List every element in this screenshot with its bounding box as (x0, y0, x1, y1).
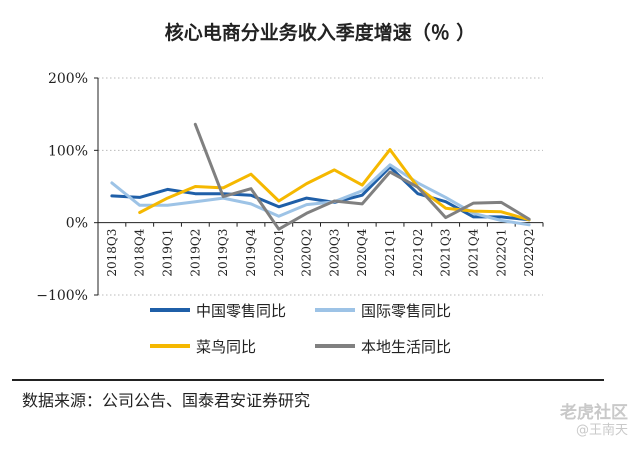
legend-item-international-retail: 国际零售同比 (315, 300, 480, 321)
watermark-brand: 老虎社区 (560, 403, 628, 423)
series-line-1 (110, 163, 531, 227)
legend-swatch (315, 344, 355, 348)
legend-swatch (150, 308, 190, 312)
series-line-3 (193, 122, 531, 231)
legend-item-china-retail: 中国零售同比 (150, 300, 315, 321)
x-tick-label: 2021Q2 (411, 229, 425, 277)
y-tick-label: −100% (36, 288, 88, 300)
chart-title: 核心电商分业务收入季度增速（％ ） (164, 22, 476, 44)
legend-item-cainiao: 菜鸟同比 (150, 336, 315, 357)
legend-swatch (150, 344, 190, 348)
legend-row: 菜鸟同比 本地生活同比 (150, 332, 490, 360)
x-tick-label: 2022Q2 (522, 229, 536, 277)
x-tick-label: 2021Q4 (466, 228, 480, 276)
watermark-author: @王南天 (575, 423, 628, 438)
x-tick-label: 2018Q4 (133, 228, 147, 276)
legend-item-local-services: 本地生活同比 (315, 336, 480, 357)
series-line-2 (138, 148, 531, 222)
x-tick-label: 2020Q4 (355, 228, 369, 276)
legend-row: 中国零售同比 国际零售同比 (150, 296, 490, 324)
line-chart: −100% 0% 100% 200% 2018Q3 2018Q4 2019Q1 2019Q2 2… (36, 71, 544, 300)
x-tick-label: 2018Q3 (105, 229, 119, 277)
chart-legend: 中国零售同比 国际零售同比 菜鸟同比 本地生活同比 (150, 296, 490, 368)
x-tick-label: 2021Q1 (383, 229, 397, 277)
legend-swatch (315, 308, 355, 312)
x-tick-label: 2019Q3 (216, 229, 230, 277)
x-tick-label: 2019Q1 (161, 229, 175, 277)
x-tick-label: 2020Q3 (327, 229, 341, 277)
source-note: 数据来源：公司公告、国泰君安证券研究 (22, 391, 311, 410)
legend-label: 本地生活同比 (361, 337, 452, 356)
x-tick-label: 2019Q4 (244, 228, 258, 276)
x-tick-label: 2020Q1 (272, 229, 286, 277)
legend-label: 菜鸟同比 (196, 337, 257, 356)
y-tick-label: 0% (66, 216, 88, 232)
footer-divider (12, 379, 604, 381)
legend-label: 国际零售同比 (361, 301, 452, 320)
x-tick-label: 2022Q1 (494, 229, 508, 277)
x-tick-label: 2021Q3 (439, 229, 453, 277)
x-tick-label: 2019Q2 (188, 229, 202, 277)
legend-label: 中国零售同比 (196, 301, 287, 320)
y-tick-label: 100% (48, 143, 88, 159)
watermark: 老虎社区 @王南天 (560, 405, 628, 439)
y-tick-label: 200% (48, 71, 88, 87)
x-tick-label: 2020Q2 (300, 229, 314, 277)
